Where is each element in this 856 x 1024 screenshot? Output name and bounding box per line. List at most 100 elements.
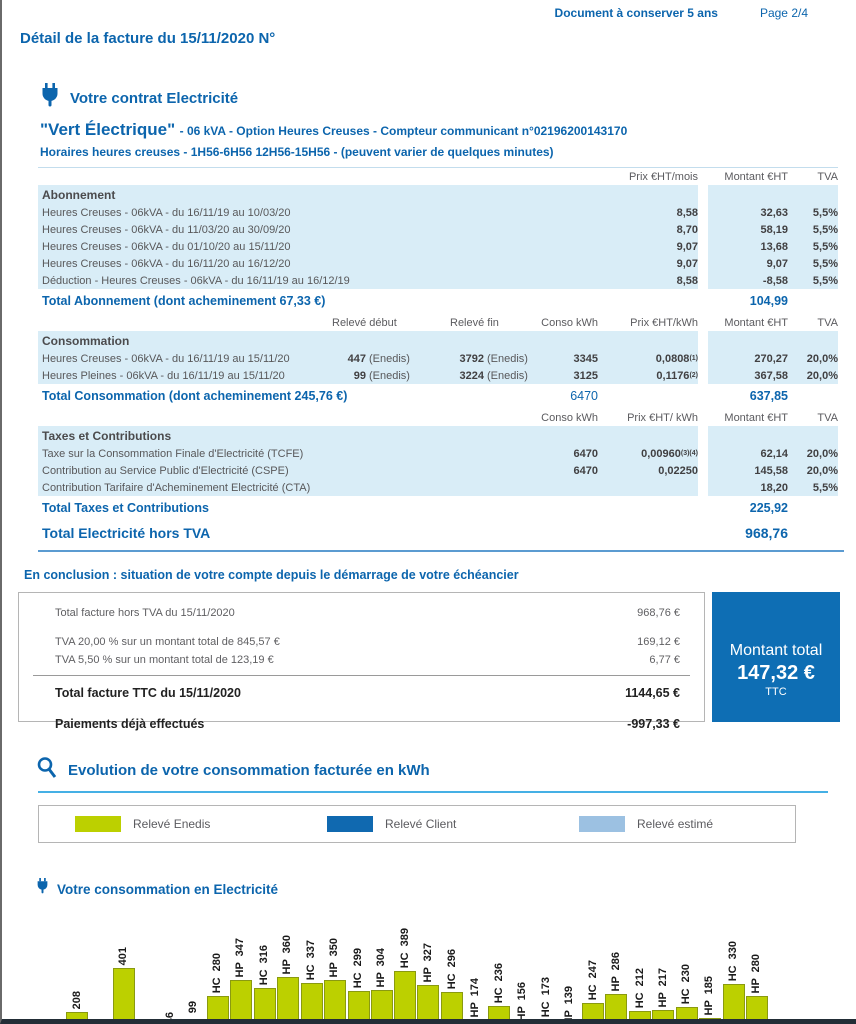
bar-value-label: HC 299 bbox=[352, 947, 365, 988]
bar-slot: HP 174 bbox=[464, 978, 486, 1020]
off-peak-schedule: Horaires heures creuses - 1H56-6H56 12H5… bbox=[40, 145, 554, 159]
bar-value-label: HP 217 bbox=[656, 967, 669, 1008]
bar-value-label: HP 280 bbox=[750, 953, 763, 994]
bar-group: HC 337 HP 350 bbox=[300, 937, 346, 1019]
abonnement-total-row: Total Abonnement (dont acheminement 67,3… bbox=[42, 294, 788, 308]
legend-item: Relevé Client bbox=[291, 816, 543, 832]
summary-line: TVA 20,00 % sur un montant total de 845,… bbox=[55, 636, 680, 648]
bar-slot: HP 99 bbox=[183, 1000, 205, 1024]
bar-hp bbox=[745, 996, 768, 1019]
bar-value-label: HP 360 bbox=[281, 934, 294, 975]
summary-line: Total facture hors TVA du 15/11/2020 968,… bbox=[55, 607, 680, 619]
table-row: Contribution Tarifaire d'Acheminement El… bbox=[38, 479, 838, 496]
summary-separator bbox=[33, 675, 690, 676]
bar-slot: HP 280 bbox=[745, 953, 768, 1019]
legend-item: Relevé Enedis bbox=[39, 816, 291, 832]
bar-slot: HC 299 bbox=[347, 947, 370, 1019]
contract-section-header: Votre contrat Electricité bbox=[40, 83, 834, 114]
bar-value-label: HC 236 bbox=[492, 962, 505, 1003]
consommation-total-row: Total Consommation (dont acheminement 24… bbox=[42, 389, 788, 403]
bar-group: HC 46 HP 99 bbox=[160, 1000, 205, 1024]
total-box-title: Montant total bbox=[729, 642, 823, 659]
bar-group: HC 247 HP 286 bbox=[582, 951, 628, 1019]
consumption-heading: Votre consommation en Electricité bbox=[57, 881, 279, 897]
bar-group: HC 173 HP 139 bbox=[535, 976, 580, 1024]
bar-value-label: HC 230 bbox=[680, 963, 693, 1004]
bar-hc bbox=[488, 1006, 511, 1019]
bar-value-label: HC 173 bbox=[539, 976, 552, 1017]
chart-legend: Relevé Enedis Relevé Client Relevé estimé bbox=[38, 805, 796, 843]
bar-group: HC 299 HP 304 bbox=[347, 947, 393, 1019]
bar-value-label: HP 185 bbox=[703, 975, 716, 1016]
bar-hp bbox=[276, 977, 299, 1019]
consumption-bar-chart: 20804010 HC 46 HP 99 HC 280 HP 347 HC 316 HP 3… bbox=[38, 911, 808, 1024]
bar-slot: HP 217 bbox=[652, 967, 675, 1019]
bar-slot: HP 139 bbox=[558, 986, 580, 1020]
bar-slot: 208 bbox=[66, 991, 88, 1019]
evolution-heading: Evolution de votre consommation facturée… bbox=[68, 762, 430, 779]
bar-hp bbox=[698, 1018, 721, 1019]
page-number: Page 2/4 bbox=[759, 6, 808, 20]
bar-slot: HC 247 bbox=[582, 959, 605, 1019]
page-title: Détail de la facture du 15/11/2020 N° bbox=[20, 30, 276, 47]
legend-swatch bbox=[579, 816, 625, 832]
bar-hc bbox=[582, 1003, 605, 1019]
total-amount-value: 147,32 € bbox=[737, 662, 815, 684]
account-summary-box: Total facture hors TVA du 15/11/2020 968,… bbox=[18, 592, 705, 731]
total-box-suffix: TTC bbox=[765, 686, 787, 698]
bar-slot: HC 230 bbox=[675, 963, 698, 1019]
bar-slot: HP 304 bbox=[370, 948, 393, 1019]
bar-group: 2080 bbox=[66, 991, 111, 1019]
bar-hc bbox=[394, 971, 417, 1019]
bar-slot: HC 330 bbox=[722, 940, 745, 1019]
bar-slot: HC 316 bbox=[253, 944, 276, 1019]
bar-value-label: HC 389 bbox=[398, 927, 411, 968]
bar-slot: HP 156 bbox=[511, 982, 533, 1020]
taxes-header-row: Conso kWh Prix €HT/ kWh Montant €HT TVA bbox=[541, 412, 838, 424]
bar-value-label: HC 212 bbox=[633, 967, 646, 1008]
conclusion-block: Total facture hors TVA du 15/11/2020 968,… bbox=[18, 592, 840, 731]
bar-group: 4010 bbox=[112, 946, 158, 1019]
bar-slot: HC 236 bbox=[488, 962, 511, 1019]
bar-value-label: HP 347 bbox=[234, 937, 247, 978]
bar-value-label: HP 350 bbox=[328, 937, 341, 978]
bar-value-label: HC 46 bbox=[164, 1012, 176, 1019]
legend-item: Relevé estimé bbox=[543, 816, 795, 832]
bar-value-label: HC 280 bbox=[211, 952, 224, 993]
bar-hc bbox=[535, 1020, 557, 1024]
bar-slot: HC 337 bbox=[300, 939, 323, 1019]
bar-group: HC 389 HP 327 bbox=[394, 927, 440, 1019]
consommation-header-row: Relevé début Relevé fin Conso kWh Prix €HT/… bbox=[332, 317, 838, 329]
offer-line: "Vert Électrique" - 06 kVA - Option Heur… bbox=[40, 120, 834, 140]
bar-value-label: HC 330 bbox=[727, 940, 740, 981]
offer-name: "Vert Électrique" bbox=[40, 120, 176, 139]
summary-line: Total facture TTC du 15/11/2020 1144,65 € bbox=[55, 686, 680, 700]
bar-hc bbox=[66, 1012, 88, 1019]
bar-value-label: 401 bbox=[117, 946, 130, 965]
bar-slot: 401 bbox=[112, 946, 135, 1019]
bar-value-label: HP 286 bbox=[609, 951, 622, 992]
bar-value-label: HC 316 bbox=[258, 944, 271, 985]
section-divider bbox=[38, 550, 844, 552]
table-row: Heures Creuses - 06kVA - du 11/03/20 au … bbox=[38, 221, 838, 238]
contract-heading: Votre contrat Electricité bbox=[70, 90, 239, 107]
bar-value-label: HC 247 bbox=[586, 959, 599, 1000]
table-row: Heures Creuses - 06kVA - du 16/11/19 au … bbox=[38, 350, 838, 367]
bar-slot: HC 46 bbox=[160, 1012, 182, 1019]
bar-value-label: HP 99 bbox=[187, 1000, 200, 1024]
bar-hc bbox=[722, 984, 745, 1019]
chart-plot-area: 20804010 HC 46 HP 99 HC 280 HP 347 HC 316 HP 3… bbox=[38, 911, 808, 1024]
bar-group: HC 330 HP 280 bbox=[722, 940, 768, 1019]
consumption-section-header: Votre consommation en Electricité bbox=[36, 877, 834, 901]
bar-hp bbox=[605, 994, 628, 1019]
abonnement-header-row: Prix €HT/mois Montant €HT TVA bbox=[38, 167, 838, 185]
bar-hc bbox=[441, 992, 464, 1019]
summary-line: TVA 5,50 % sur un montant total de 123,1… bbox=[55, 654, 680, 666]
evolution-section-header: Evolution de votre consommation facturée… bbox=[36, 756, 834, 785]
bar-hp bbox=[370, 990, 393, 1019]
bar-hp bbox=[323, 980, 346, 1019]
billing-tables: Prix €HT/mois Montant €HT TVA Abonnement Heu… bbox=[38, 167, 838, 546]
bar-slot: HP 185 bbox=[698, 975, 721, 1019]
plug-icon-small bbox=[36, 877, 49, 901]
bar-value-label: HC 337 bbox=[305, 939, 318, 980]
